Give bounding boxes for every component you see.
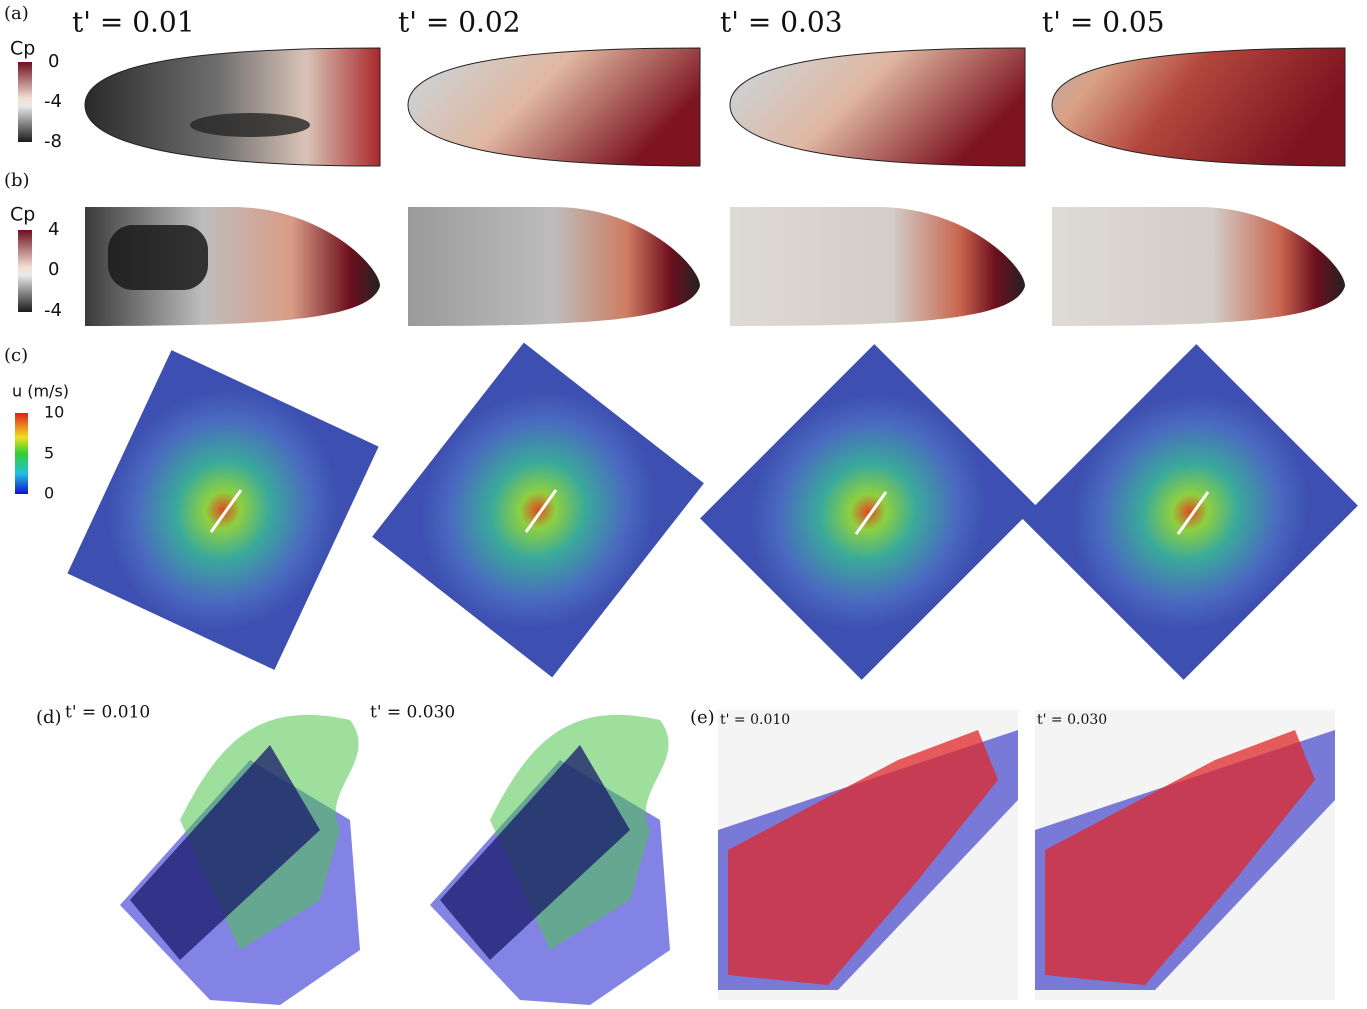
time-label: t' = 0.030: [1037, 712, 1107, 728]
time-label: t' = 0.010: [720, 712, 790, 728]
colorbar-tick: 5: [44, 444, 54, 463]
colorbar-title: u (m/s): [12, 382, 69, 401]
colorbar-title: Cp: [10, 204, 35, 226]
panel-label: (a): [4, 3, 29, 24]
time-label: t' = 0.01: [72, 6, 195, 39]
contour-plot: [730, 207, 1025, 326]
colorbar-tick: 10: [44, 403, 64, 422]
plots: [67, 48, 1357, 1005]
panel-label: (e): [690, 707, 715, 728]
colorbar: [18, 62, 32, 142]
flow-field: [700, 344, 1036, 680]
contour-plot: [85, 48, 380, 166]
flow-field: [1022, 344, 1358, 680]
time-label: t' = 0.02: [398, 6, 521, 39]
panel-label: (c): [4, 345, 28, 366]
colorbar: [18, 230, 32, 312]
time-label: t' = 0.010: [65, 703, 150, 723]
colorbar-tick: -4: [44, 91, 62, 112]
time-label: t' = 0.03: [720, 6, 843, 39]
time-label: t' = 0.05: [1042, 6, 1165, 39]
contour-plot: [408, 48, 700, 166]
colorbar: [15, 413, 28, 494]
colorbar-tick: -8: [44, 131, 62, 152]
contour-plot: [1052, 48, 1345, 166]
colorbar-tick: -4: [44, 300, 62, 321]
panel-label: (d): [36, 707, 62, 728]
contour-core: [108, 225, 208, 290]
contour-core: [190, 113, 310, 137]
flow-field: [67, 350, 378, 670]
contour-plot: [408, 207, 700, 326]
panel-label: (b): [4, 170, 30, 191]
figure: (a) (b) (c) (d) (e) t' = 0.01 t' = 0.02 …: [0, 0, 1367, 1009]
contour-plot: [1052, 207, 1345, 326]
colorbar-tick: 4: [48, 219, 59, 240]
flow-field: [372, 343, 704, 678]
time-label: t' = 0.030: [370, 703, 455, 723]
colorbar-tick: 0: [44, 484, 54, 503]
colorbar-tick: 0: [48, 51, 59, 72]
colorbar-tick: 0: [48, 259, 59, 280]
colorbar-title: Cp: [10, 38, 35, 60]
contour-plot: [730, 48, 1025, 166]
